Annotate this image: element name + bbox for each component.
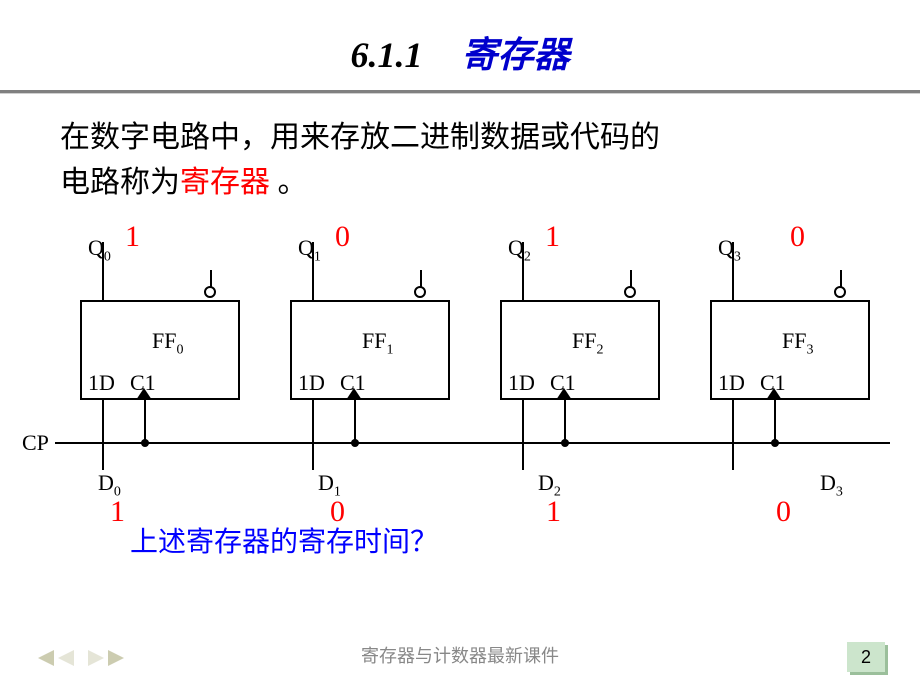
- footer: 寄存器与计数器最新课件 2: [0, 636, 920, 672]
- ff-name: FF3: [782, 328, 813, 358]
- definition-text: 在数字电路中，用来存放二进制数据或代码的 电路称为寄存器 。: [0, 93, 920, 215]
- qbar-wire: [210, 270, 212, 288]
- title-text: 寄存器: [461, 30, 569, 80]
- ff-name: FF1: [362, 328, 393, 358]
- page-number: 2: [847, 642, 885, 672]
- input-value: 1: [546, 495, 561, 529]
- clk-wire: [774, 400, 776, 442]
- d-label: D3: [820, 470, 843, 500]
- clock-edge-icon: [136, 388, 152, 400]
- q-label: Q1: [298, 235, 321, 265]
- junction-dot: [141, 439, 149, 447]
- footer-title: 寄存器与计数器最新课件: [0, 642, 920, 668]
- cp-label: CP: [22, 430, 49, 456]
- def-line2-post: 。: [270, 166, 308, 199]
- ff-name: FF2: [572, 328, 603, 358]
- output-value: 0: [335, 220, 350, 254]
- def-line2-pre: 电路称为: [60, 166, 180, 199]
- 1d-label: 1D: [718, 370, 745, 396]
- junction-dot: [351, 439, 359, 447]
- d-wire: [102, 400, 104, 470]
- output-value: 0: [790, 220, 805, 254]
- register-diagram: CP FF01DC1FF11DC1FF21DC1FF31DC1Q0Q1Q2Q3D…: [0, 220, 920, 500]
- d-wire: [522, 400, 524, 470]
- q-label: Q3: [718, 235, 741, 265]
- d-wire: [732, 400, 734, 470]
- clock-edge-icon: [346, 388, 362, 400]
- 1d-label: 1D: [88, 370, 115, 396]
- clock-edge-icon: [556, 388, 572, 400]
- input-value: 1: [110, 495, 125, 529]
- output-value: 1: [125, 220, 140, 254]
- title-number: 6.1.1: [350, 30, 422, 80]
- cp-wire: [55, 442, 890, 444]
- d-wire: [312, 400, 314, 470]
- 1d-label: 1D: [298, 370, 325, 396]
- qbar-wire: [630, 270, 632, 288]
- clk-wire: [564, 400, 566, 442]
- clk-wire: [144, 400, 146, 442]
- ff-name: FF0: [152, 328, 183, 358]
- input-value: 0: [330, 495, 345, 529]
- q-label: Q2: [508, 235, 531, 265]
- q-label: Q0: [88, 235, 111, 265]
- qbar-wire: [420, 270, 422, 288]
- input-value: 0: [776, 495, 791, 529]
- def-highlight: 寄存器: [180, 166, 270, 199]
- junction-dot: [561, 439, 569, 447]
- output-value: 1: [545, 220, 560, 254]
- clk-wire: [354, 400, 356, 442]
- slide-title: 6.1.1 寄存器: [0, 0, 920, 80]
- def-line1: 在数字电路中，用来存放二进制数据或代码的: [60, 121, 660, 154]
- 1d-label: 1D: [508, 370, 535, 396]
- qbar-wire: [840, 270, 842, 288]
- clock-edge-icon: [766, 388, 782, 400]
- junction-dot: [771, 439, 779, 447]
